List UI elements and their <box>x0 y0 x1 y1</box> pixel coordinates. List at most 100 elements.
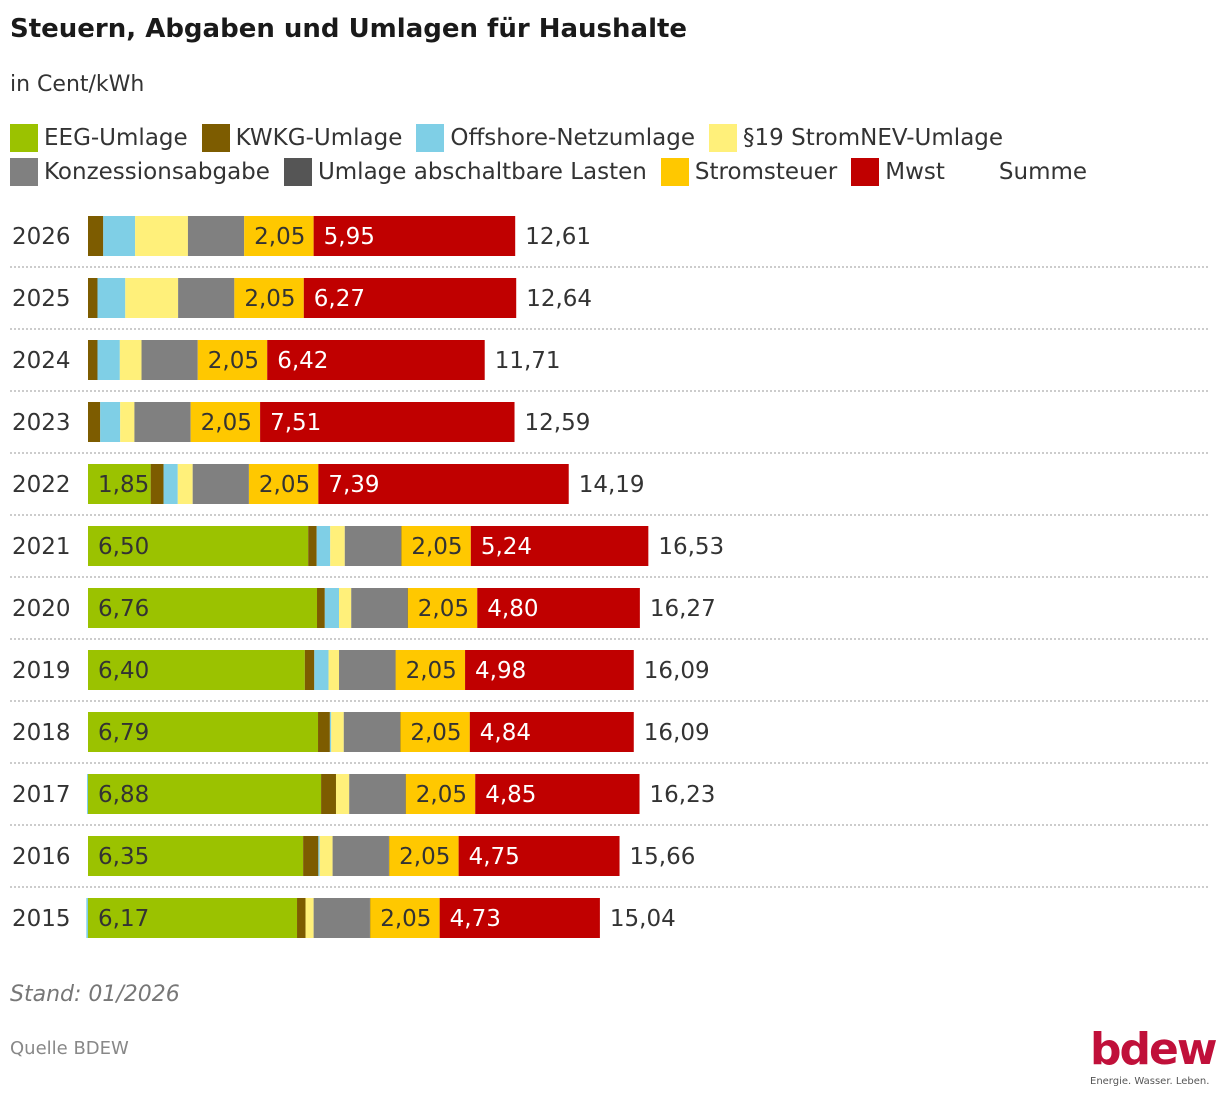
bar-segment-kwkg-umlage <box>303 836 319 876</box>
bar-segment-mwst <box>458 836 620 876</box>
bar-segment-kwkg-umlage <box>308 526 317 566</box>
year-label: 2016 <box>12 844 71 870</box>
bar-segment-offshore-netzumlage <box>324 588 340 628</box>
bdew-logo: bdew Energie. Wasser. Leben. <box>1090 1028 1217 1088</box>
legend-swatch <box>416 124 445 152</box>
bar-segment-kwkg-umlage <box>297 898 306 938</box>
bar-segment-stromsteuer <box>244 216 314 256</box>
segment-label-eeg-umlage: 6,76 <box>98 596 149 622</box>
bar-segment-mwst <box>260 402 515 442</box>
bar-segment-konzessionsabgabe <box>134 402 191 442</box>
legend-item-offshore-netzumlage: Offshore-Netzumlage <box>416 124 695 152</box>
segment-label-mwst: 7,51 <box>270 410 321 436</box>
bar-segment-mwst <box>303 278 517 318</box>
bar-segment-eeg-umlage <box>88 650 305 690</box>
legend-label: Stromsteuer <box>694 159 838 185</box>
bar-segment-stromsteuer <box>401 526 471 566</box>
bar-segment-mwst <box>470 526 649 566</box>
bar-segment-19-stromnev-umlage <box>120 402 135 442</box>
bar-segment-mwst <box>469 712 634 752</box>
year-label: 2017 <box>12 782 71 808</box>
total-label: 16,09 <box>644 720 710 746</box>
segment-label-mwst: 4,73 <box>450 906 501 932</box>
bar-segment-mwst <box>475 774 640 814</box>
segment-label-stromsteuer: 2,05 <box>208 348 259 374</box>
segment-label-mwst: 6,42 <box>277 348 328 374</box>
segment-label-eeg-umlage: 6,40 <box>98 658 149 684</box>
footer-stand: Stand: 01/2026 <box>10 982 180 1007</box>
bar-segment-stromsteuer <box>389 836 459 876</box>
bar-segment-19-stromnev-umlage <box>135 216 188 256</box>
year-label: 2015 <box>12 906 71 932</box>
bar-segment-eeg-umlage <box>88 712 319 752</box>
bar-segment-konzessionsabgabe <box>332 836 389 876</box>
segment-label-stromsteuer: 2,05 <box>410 720 461 746</box>
bar-segment-eeg-umlage <box>88 464 151 504</box>
legend-swatch <box>10 124 38 152</box>
legend-label: EEG-Umlage <box>44 125 188 151</box>
total-label: 15,04 <box>610 906 676 932</box>
legend-row-1: EEG-Umlage KWKG-Umlage Offshore-Netzumlage… <box>10 124 1017 152</box>
bar-segment-offshore-netzumlage <box>97 340 120 380</box>
segment-label-mwst: 5,24 <box>481 534 532 560</box>
segment-label-eeg-umlage: 1,85 <box>98 472 149 498</box>
bar-segment-konzessionsabgabe <box>344 526 402 566</box>
bar-segment-offshore-netzumlage <box>100 402 121 442</box>
bar-segment-19-stromnev-umlage <box>328 650 340 690</box>
bar-segment-stromsteuer <box>190 402 261 442</box>
year-label: 2024 <box>12 348 71 374</box>
legend-item-stromsteuer: Stromsteuer <box>660 158 838 186</box>
bar-segment-offshore-netzumlage <box>316 526 331 566</box>
segment-label-eeg-umlage: 6,35 <box>98 844 149 870</box>
bar-segment-eeg-umlage <box>88 774 322 814</box>
total-label: 16,09 <box>644 658 710 684</box>
legend-swatch <box>660 158 689 186</box>
segment-label-stromsteuer: 2,05 <box>418 596 469 622</box>
bar-segment-kwkg-umlage <box>88 402 101 442</box>
bar-segment-offshore-netzumlage <box>97 278 126 318</box>
total-label: 11,71 <box>495 348 561 374</box>
total-label: 16,53 <box>658 534 724 560</box>
legend-label: KWKG-Umlage <box>235 125 403 151</box>
bar-segment-19-stromnev-umlage <box>177 464 193 504</box>
year-label: 2021 <box>12 534 71 560</box>
bar-segment-19-stromnev-umlage <box>125 278 179 318</box>
footer-source: Quelle BDEW <box>10 1038 129 1059</box>
bar-segment-stromsteuer <box>234 278 304 318</box>
total-label: 14,19 <box>579 472 645 498</box>
bar-segment-19-stromnev-umlage <box>335 774 350 814</box>
total-label: 16,27 <box>650 596 716 622</box>
bar-segment-kwkg-umlage <box>88 216 104 256</box>
bar-segment-19-stromnev-umlage <box>330 526 345 566</box>
legend-item-umlage-abschaltbare-lasten: Umlage abschaltbare Lasten <box>283 158 647 186</box>
legend-item-summe: Summe <box>998 159 1088 185</box>
total-label: 16,23 <box>650 782 716 808</box>
bar-segment-konzessionsabgabe <box>343 712 401 752</box>
bar-segment-kwkg-umlage <box>321 774 336 814</box>
segment-label-eeg-umlage: 6,17 <box>98 906 149 932</box>
segment-label-stromsteuer: 2,05 <box>406 658 457 684</box>
bar-segment-konzessionsabgabe <box>351 588 408 628</box>
bar-segment-19-stromnev-umlage <box>119 340 142 380</box>
bar-segment-eeg-umlage <box>88 588 318 628</box>
bar-segment-mwst <box>318 464 569 504</box>
segment-label-mwst: 7,39 <box>328 472 379 498</box>
segment-label-stromsteuer: 2,05 <box>416 782 467 808</box>
total-label: 15,66 <box>630 844 696 870</box>
legend-label: Mwst <box>885 159 945 185</box>
bar-segment-konzessionsabgabe <box>313 898 370 938</box>
stacked-bar-chart: 2026 2,05 5,95 12,61 2025 2,05 6,27 12,64 2024 2,… <box>10 216 1208 938</box>
segment-label-stromsteuer: 2,05 <box>399 844 450 870</box>
bar-segment-offshore-netzumlage <box>163 464 178 504</box>
legend-swatch <box>201 124 230 152</box>
legend-item-kwkg-umlage: KWKG-Umlage <box>201 124 403 152</box>
bar-segment-mwst <box>313 216 516 256</box>
bar-segment-19-stromnev-umlage <box>339 588 352 628</box>
bar-segment-19-stromnev-umlage <box>319 836 333 876</box>
segment-label-mwst: 5,95 <box>324 224 375 250</box>
legend-swatch <box>851 158 880 186</box>
year-label: 2022 <box>12 472 71 498</box>
bar-segment-offshore-netzumlage <box>103 216 136 256</box>
bar-segment-offshore-netzumlage <box>314 650 329 690</box>
segment-label-eeg-umlage: 6,88 <box>98 782 149 808</box>
